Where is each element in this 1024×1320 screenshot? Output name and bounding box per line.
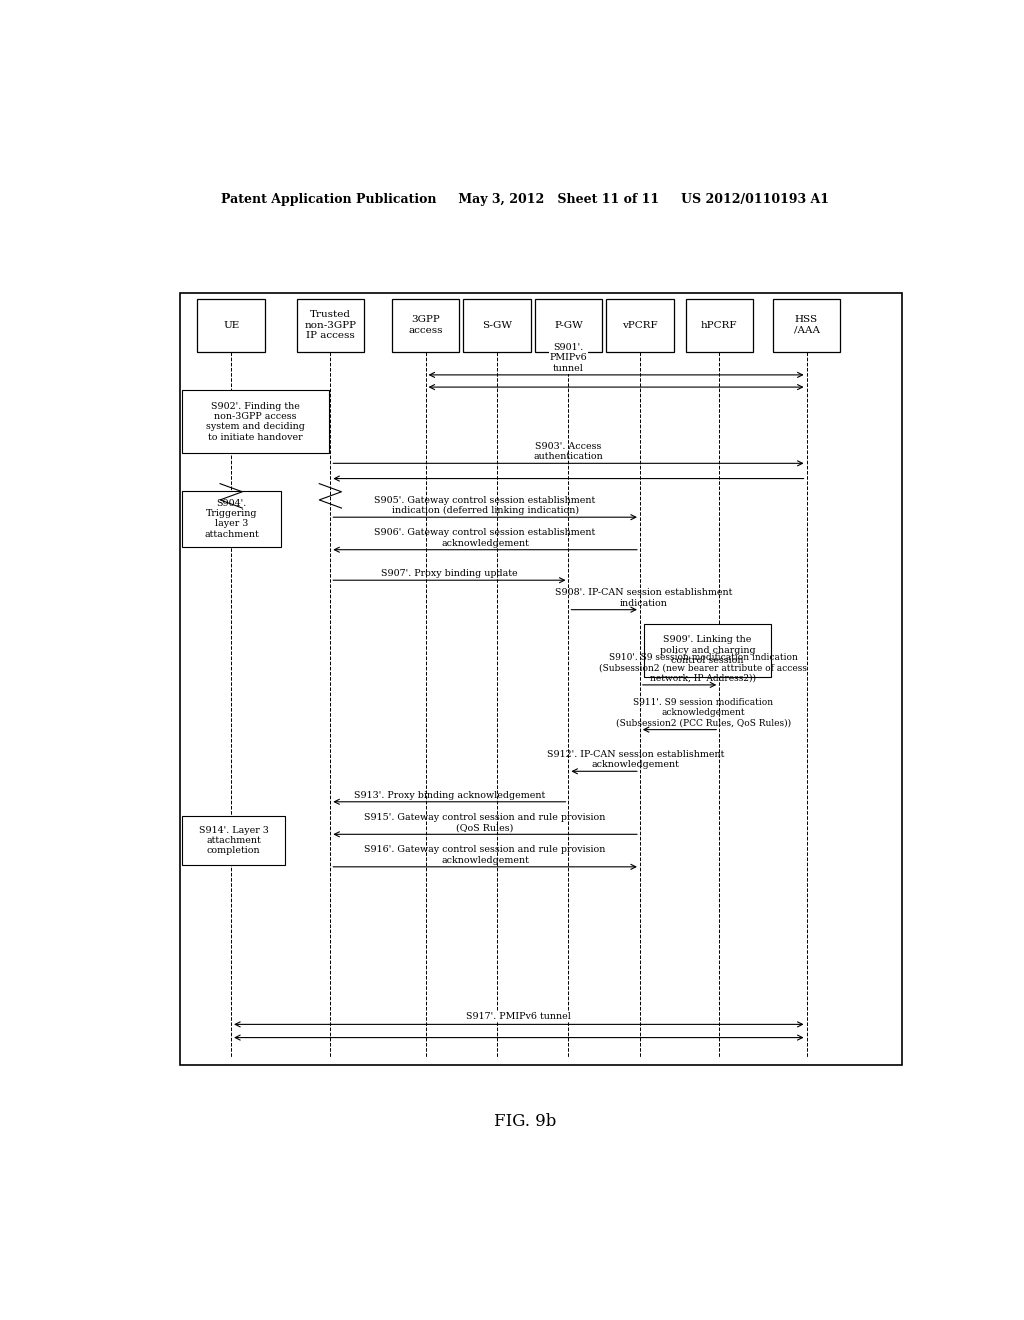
Text: S903'. Access
authentication: S903'. Access authentication (534, 442, 603, 461)
Text: S909'. Linking the
policy and charging
control session: S909'. Linking the policy and charging c… (659, 635, 755, 665)
FancyBboxPatch shape (644, 624, 771, 677)
FancyBboxPatch shape (182, 391, 329, 453)
Text: 3GPP
access: 3GPP access (409, 315, 442, 335)
Text: vPCRF: vPCRF (622, 321, 657, 330)
Text: S902'. Finding the
non-3GPP access
system and deciding
to initiate handover: S902'. Finding the non-3GPP access syste… (206, 401, 305, 442)
FancyBboxPatch shape (392, 298, 460, 351)
FancyBboxPatch shape (773, 298, 841, 351)
Text: hPCRF: hPCRF (701, 321, 737, 330)
Text: S908'. IP-CAN session establishment
indication: S908'. IP-CAN session establishment indi… (555, 589, 732, 607)
Text: S911'. S9 session modification
acknowledgement
(Subsession2 (PCC Rules, QoS Rule: S911'. S9 session modification acknowled… (615, 698, 791, 727)
Text: S907'. Proxy binding update: S907'. Proxy binding update (381, 569, 518, 578)
Text: HSS
/AAA: HSS /AAA (794, 315, 819, 335)
FancyBboxPatch shape (535, 298, 602, 351)
Text: Patent Application Publication     May 3, 2012   Sheet 11 of 11     US 2012/0110: Patent Application Publication May 3, 20… (221, 193, 828, 206)
FancyBboxPatch shape (182, 816, 285, 865)
Text: S912'. IP-CAN session establishment
acknowledgement: S912'. IP-CAN session establishment ackn… (547, 750, 725, 770)
Text: S915'. Gateway control session and rule provision
(QoS Rules): S915'. Gateway control session and rule … (365, 813, 606, 833)
FancyBboxPatch shape (297, 298, 365, 351)
Text: P-GW: P-GW (554, 321, 583, 330)
Text: S904'.
Triggering
layer 3
attachment: S904'. Triggering layer 3 attachment (204, 499, 259, 539)
Text: FIG. 9b: FIG. 9b (494, 1114, 556, 1130)
Text: UE: UE (223, 321, 240, 330)
FancyBboxPatch shape (198, 298, 265, 351)
Text: S913'. Proxy binding acknowledgement: S913'. Proxy binding acknowledgement (353, 791, 545, 800)
Text: S916'. Gateway control session and rule provision
acknowledgement: S916'. Gateway control session and rule … (365, 845, 606, 865)
Text: S901'.
PMIPv6
tunnel: S901'. PMIPv6 tunnel (550, 343, 588, 372)
Text: S-GW: S-GW (482, 321, 512, 330)
FancyBboxPatch shape (685, 298, 753, 351)
Text: S917'. PMIPv6 tunnel: S917'. PMIPv6 tunnel (466, 1012, 571, 1022)
FancyBboxPatch shape (606, 298, 674, 351)
Text: S906'. Gateway control session establishment
acknowledgement: S906'. Gateway control session establish… (375, 528, 596, 548)
FancyBboxPatch shape (182, 491, 282, 546)
FancyBboxPatch shape (463, 298, 530, 351)
Text: S905'. Gateway control session establishment
indication (deferred linking indica: S905'. Gateway control session establish… (375, 495, 596, 515)
Text: Trusted
non-3GPP
IP access: Trusted non-3GPP IP access (304, 310, 356, 341)
Text: S914'. Layer 3
attachment
completion: S914'. Layer 3 attachment completion (199, 825, 268, 855)
Text: S910'. S9 session modification indication
(Subsession2 (new bearer attribute of : S910'. S9 session modification indicatio… (599, 653, 807, 682)
